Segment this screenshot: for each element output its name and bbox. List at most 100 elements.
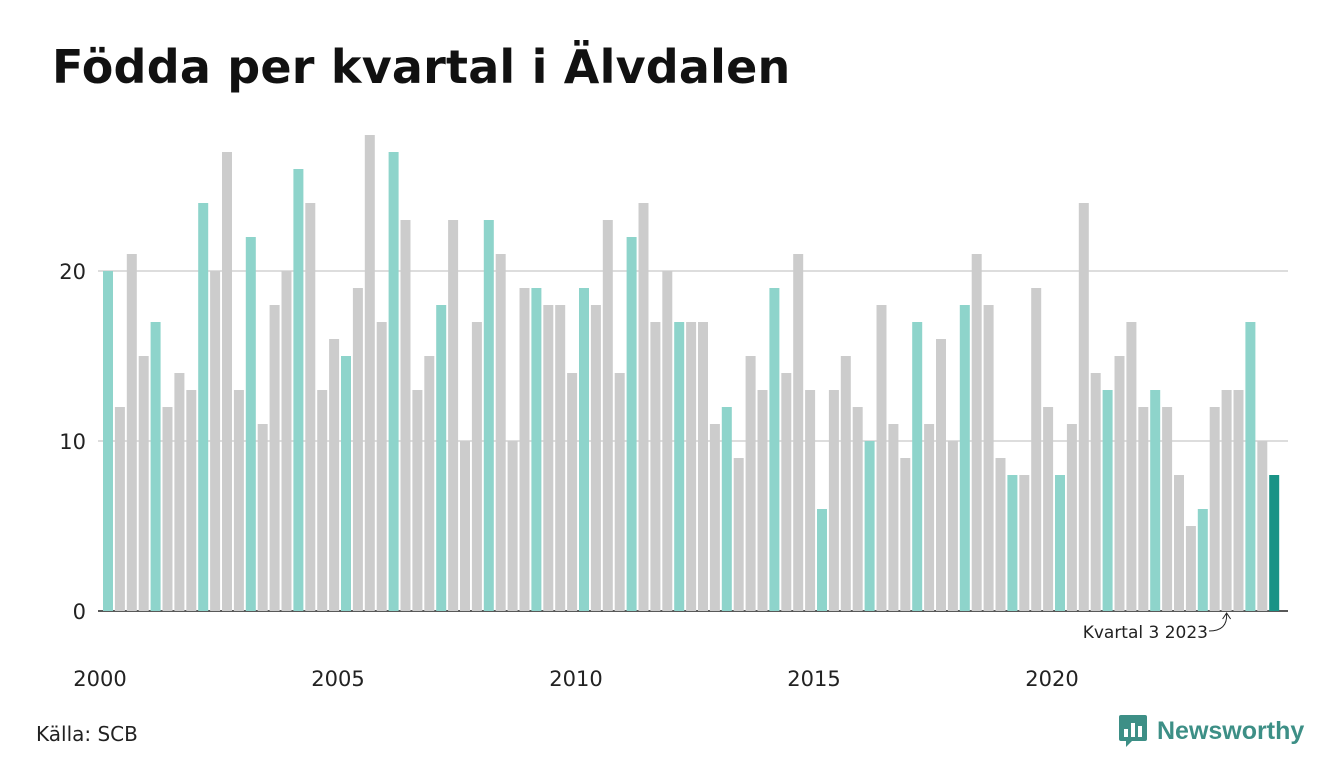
annotation-arrow: [1208, 613, 1228, 632]
bar: [1257, 441, 1268, 611]
bar: [222, 152, 232, 611]
chart-title: Födda per kvartal i Älvdalen: [52, 40, 791, 94]
bar-chart: 0 10 20 2000 2005 2010 2015 2020 Kvartal 3 202…: [59, 135, 1288, 691]
bar: [424, 356, 435, 611]
x-tick-label: 2000: [73, 667, 126, 691]
bar: [757, 390, 768, 611]
bar: [1185, 526, 1196, 611]
bar: [1233, 390, 1244, 611]
bar: [1019, 475, 1030, 611]
bar: [995, 458, 1006, 611]
bar: [959, 305, 970, 611]
bar: [876, 305, 887, 611]
bar: [376, 322, 387, 611]
bar: [817, 509, 827, 611]
bar: [805, 390, 816, 611]
y-tick-label: 0: [73, 600, 86, 624]
x-tick-label: 2020: [1025, 667, 1078, 691]
source-note: Källa: SCB: [36, 722, 138, 746]
bar: [198, 203, 209, 611]
bar: [495, 254, 506, 611]
bar: [114, 407, 125, 611]
bar: [983, 305, 994, 611]
bar: [233, 390, 244, 611]
bar: [1197, 509, 1208, 611]
x-tick-label: 2005: [311, 667, 364, 691]
bar: [412, 390, 423, 611]
bar: [352, 288, 363, 611]
bar: [900, 458, 911, 611]
brand[interactable]: Newsworthy: [1118, 714, 1304, 748]
bar: [686, 322, 697, 611]
bar: [519, 288, 530, 611]
x-tick-label: 2015: [787, 667, 840, 691]
bar: [1162, 407, 1173, 611]
bar: [662, 271, 673, 611]
bar: [436, 305, 447, 611]
bar: [210, 271, 221, 611]
bar: [126, 254, 137, 611]
bar: [912, 322, 923, 611]
bar: [924, 424, 935, 611]
bar: [543, 305, 554, 611]
bar: [317, 390, 328, 611]
bar: [793, 254, 804, 611]
bar: [555, 305, 566, 611]
bar: [531, 288, 542, 611]
bar: [936, 339, 946, 611]
bar: [840, 356, 851, 611]
bar: [162, 407, 173, 611]
y-tick-label: 10: [59, 430, 86, 454]
annotation-label: Kvartal 3 2023: [1083, 623, 1208, 643]
bar: [828, 390, 839, 611]
bar: [1150, 390, 1161, 611]
bar: [281, 271, 292, 611]
bar: [269, 305, 280, 611]
x-tick-label: 2010: [549, 667, 602, 691]
bar: [1209, 407, 1220, 611]
bar: [1174, 475, 1184, 611]
bar: [305, 203, 316, 611]
bar: [1043, 407, 1054, 611]
bar: [947, 441, 958, 611]
bar: [150, 322, 161, 611]
bar: [1114, 356, 1125, 611]
bar: [698, 322, 708, 611]
bar: [245, 237, 256, 611]
bar: [721, 407, 732, 611]
bar: [448, 220, 459, 611]
bar: [1055, 475, 1065, 611]
bar: [1078, 203, 1089, 611]
bar: [590, 305, 601, 611]
bar: [650, 322, 661, 611]
bar: [1031, 288, 1042, 611]
bar: [341, 356, 351, 611]
bar: [471, 322, 482, 611]
bar: [769, 288, 780, 611]
bar: [1126, 322, 1137, 611]
bar: [1269, 475, 1280, 611]
bar: [400, 220, 411, 611]
y-axis-ticks: 0 10 20: [59, 260, 86, 624]
bar: [293, 169, 304, 611]
bar: [1090, 373, 1101, 611]
annotation: Kvartal 3 2023: [1083, 612, 1232, 643]
bar: [329, 339, 340, 611]
bar: [388, 152, 399, 611]
bar: [174, 373, 185, 611]
bar: [638, 203, 649, 611]
bar: [483, 220, 494, 611]
bar: [852, 407, 863, 611]
bar: [1221, 390, 1232, 611]
x-axis-ticks: 2000 2005 2010 2015 2020: [73, 667, 1078, 691]
bar: [186, 390, 197, 611]
bar: [579, 288, 589, 611]
bar: [709, 424, 720, 611]
bar: [138, 356, 149, 611]
bar: [460, 441, 470, 611]
bar: [1007, 475, 1018, 611]
brand-name: Newsworthy: [1157, 716, 1305, 745]
newsworthy-logo-icon: [1119, 715, 1147, 747]
bar: [674, 322, 685, 611]
bar: [745, 356, 756, 611]
